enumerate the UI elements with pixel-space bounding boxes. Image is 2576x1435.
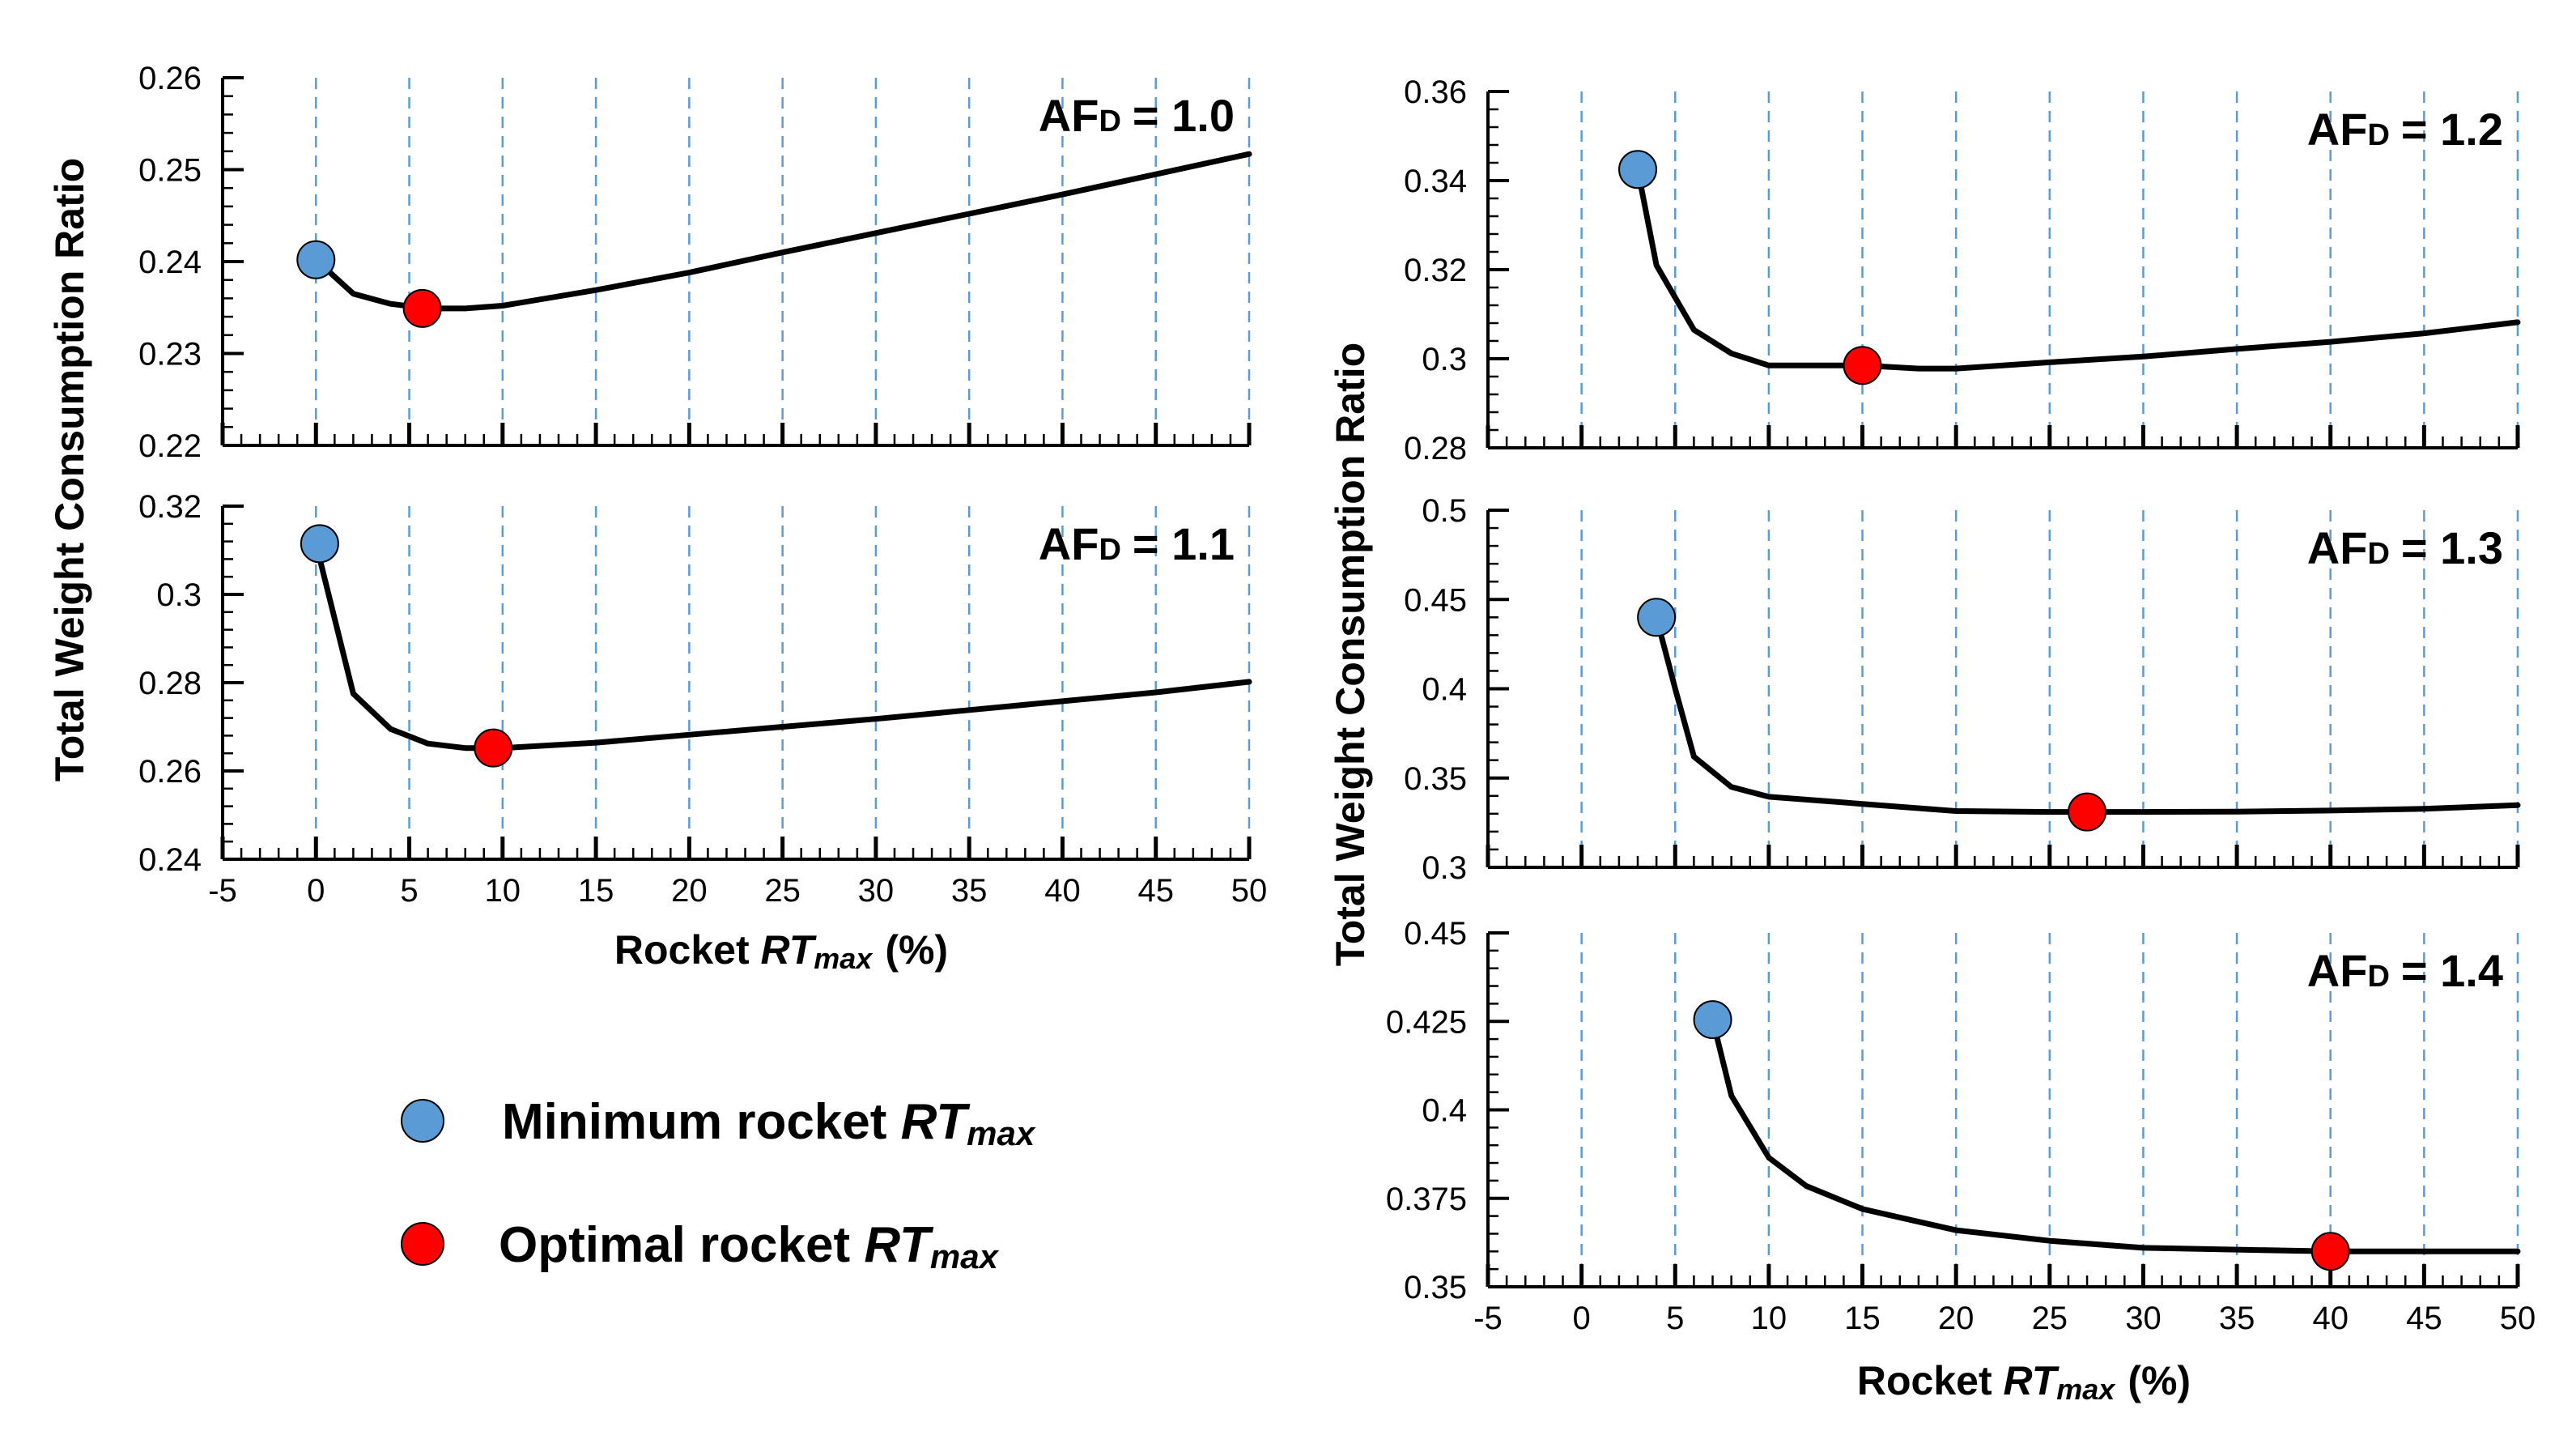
panel-4: 0.3 0.35 0.4 0.45 0.5 AFD = 1.3 <box>1404 493 2521 886</box>
x-tick-label: 40 <box>2312 1301 2349 1336</box>
x-tick-label: 30 <box>2125 1301 2162 1336</box>
x-tick-label: 15 <box>1844 1301 1881 1336</box>
x-tick-label: 10 <box>1751 1301 1787 1336</box>
y-tick-label: 0.425 <box>1386 1004 1467 1040</box>
x-tick-label: 10 <box>485 873 521 909</box>
y-tick-label: 0.4 <box>1422 672 1467 708</box>
y-tick-label: 0.5 <box>1422 493 1467 529</box>
x-tick-label: 50 <box>1231 873 1268 909</box>
y-tick-label: 0.3 <box>1422 850 1467 886</box>
optimal-point-marker <box>2310 1232 2350 1271</box>
panel-label: AFD = 1.4 <box>2307 945 2503 996</box>
y-tick-label: 0.24 <box>138 842 202 878</box>
optimal-point-marker <box>2068 792 2107 832</box>
x-tick-label: 5 <box>1666 1301 1684 1336</box>
x-tick-label: 0 <box>307 873 325 909</box>
y-tick-label: 0.22 <box>138 428 202 464</box>
x-tick-label: 20 <box>671 873 708 909</box>
x-tick-label: 25 <box>2032 1301 2068 1336</box>
x-tick-label: 40 <box>1044 873 1081 909</box>
y-tick-label: 0.34 <box>1404 164 1467 199</box>
y-tick-label: 0.23 <box>138 337 202 373</box>
panel-label: AFD = 1.2 <box>2307 104 2503 155</box>
panel-label: AFD = 1.3 <box>2307 522 2503 573</box>
y-tick-label: 0.3 <box>1422 342 1467 377</box>
x-tick-label: 0 <box>1573 1301 1591 1336</box>
y-tick-label: 0.36 <box>1404 75 1467 110</box>
minimum-point-marker <box>300 524 339 564</box>
y-tick-label: 0.375 <box>1386 1182 1467 1217</box>
minimum-point-marker <box>1618 150 1658 189</box>
x-tick-label: 50 <box>2500 1301 2536 1336</box>
x-tick-label: 20 <box>1938 1301 1975 1336</box>
panel-2: 0.24 0.26 0.28 0.3 0.32 -5 0 5 10 15 20 25 30 35 40 45 5… <box>138 489 1267 909</box>
right-y-axis-title: Total Weight Consumption Ratio <box>1328 343 1373 966</box>
x-tick-label: 35 <box>951 873 988 909</box>
x-tick-label: 15 <box>578 873 614 909</box>
series-line <box>312 540 1252 752</box>
panel-5: 0.35 0.375 0.4 0.425 0.45 -5 0 5 10 15 20 25 30 35 40 4… <box>1386 916 2536 1336</box>
legend-minimum-label: Minimum rocket RTmax <box>502 1094 1036 1152</box>
x-tick-label: 35 <box>2219 1301 2255 1336</box>
panel-label: AFD = 1.1 <box>1039 518 1235 569</box>
panel-1: 0.22 0.23 0.24 0.25 0.26 AFD = 1.0 <box>138 61 1252 464</box>
y-tick-label: 0.26 <box>138 61 202 96</box>
x-tick-label: 30 <box>858 873 895 909</box>
y-tick-label: 0.28 <box>1404 431 1467 466</box>
y-tick-label: 0.25 <box>138 153 202 189</box>
series-line <box>1710 1016 2521 1254</box>
x-tick-label: -5 <box>1473 1301 1503 1336</box>
legend-minimum-marker <box>401 1099 444 1143</box>
y-tick-label: 0.28 <box>138 666 202 701</box>
y-tick-label: 0.35 <box>1404 761 1467 797</box>
optimal-point-marker <box>474 728 513 768</box>
panel-3: 0.28 0.3 0.32 0.34 0.36 AFD = 1.2 <box>1404 75 2521 466</box>
series-line <box>1653 614 2521 815</box>
optimal-point-marker <box>402 288 442 328</box>
minimum-point-marker <box>296 240 336 279</box>
left-x-axis-title: Rocket RTmax (%) <box>614 927 948 975</box>
x-tick-label: 45 <box>2406 1301 2442 1336</box>
minimum-point-marker <box>1637 598 1677 637</box>
left-y-axis-title: Total Weight Consumption Ratio <box>47 158 92 781</box>
y-tick-label: 0.45 <box>1404 916 1467 952</box>
x-tick-label: 45 <box>1137 873 1174 909</box>
x-tick-label: 25 <box>764 873 801 909</box>
y-tick-label: 0.32 <box>138 489 202 525</box>
series-line <box>312 151 1252 312</box>
optimal-point-marker <box>1843 346 1882 385</box>
y-tick-label: 0.24 <box>138 245 202 280</box>
x-tick-label: -5 <box>208 873 237 909</box>
y-tick-label: 0.45 <box>1404 582 1467 618</box>
x-tick-label: 5 <box>400 873 418 909</box>
panel-label: AFD = 1.0 <box>1039 90 1235 141</box>
legend-optimal-label: Optimal rocket RTmax <box>499 1217 1000 1275</box>
panels: 0.22 0.23 0.24 0.25 0.26 AFD = 1.0 0.24 0.26 0.28… <box>138 61 2536 1336</box>
minimum-point-marker <box>1693 1000 1732 1040</box>
y-tick-label: 0.3 <box>156 577 202 613</box>
y-tick-label: 0.32 <box>1404 253 1467 288</box>
y-tick-label: 0.4 <box>1422 1093 1467 1129</box>
legend-optimal-marker <box>401 1222 444 1266</box>
right-x-axis-title: Rocket RTmax (%) <box>1857 1358 2191 1406</box>
series-line <box>1634 166 2521 372</box>
legend: Minimum rocket RTmax Optimal rocket RTma… <box>401 1094 1036 1275</box>
y-tick-label: 0.26 <box>138 754 202 790</box>
y-tick-label: 0.35 <box>1404 1270 1467 1305</box>
